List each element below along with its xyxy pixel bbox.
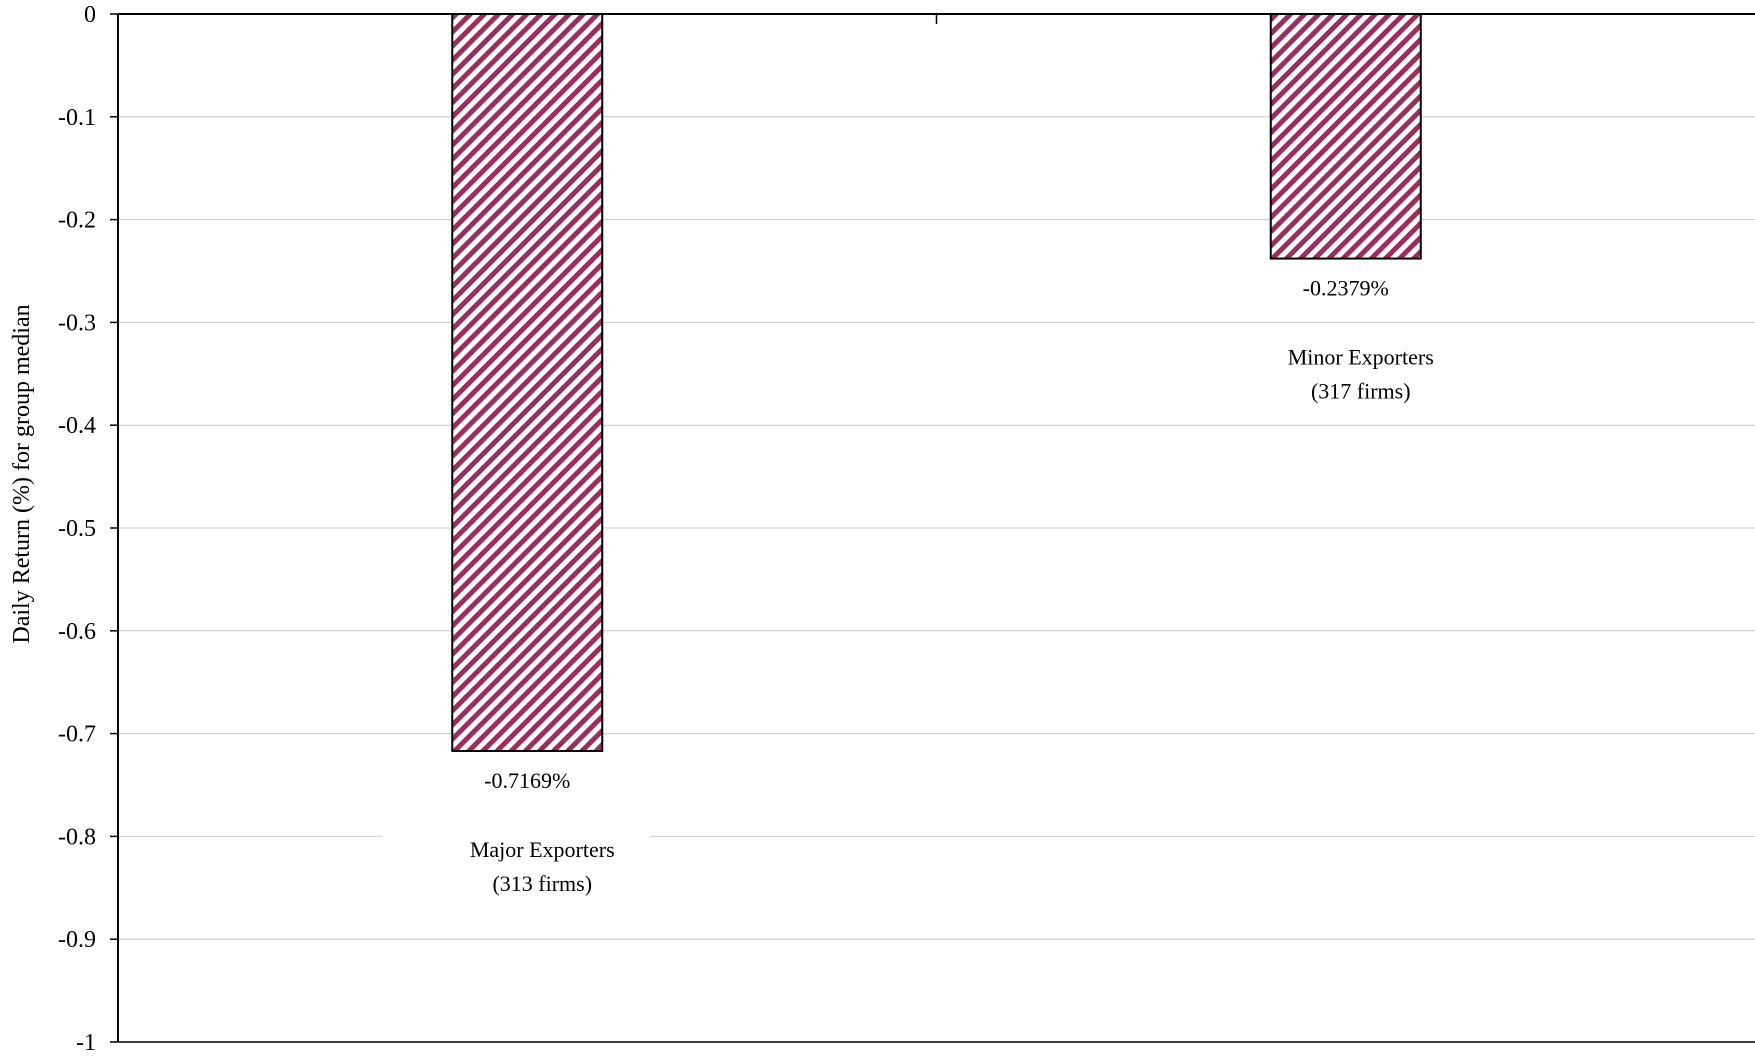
y-tick-label: -0.9 bbox=[58, 927, 96, 953]
category-label: Minor Exporters bbox=[1288, 345, 1434, 370]
y-tick-label: 0 bbox=[84, 2, 96, 28]
category-note: (317 firms) bbox=[1311, 379, 1411, 404]
labels: 0 -0.1 -0.2 -0.3 -0.4 -0.5 -0.6 -0.7 -0.8 -0.9 -1 -… bbox=[58, 2, 1469, 1056]
bar-value-label: -0.2379% bbox=[1303, 276, 1389, 301]
gridlines bbox=[118, 116, 1755, 1043]
y-axis-title: Daily Return (%) for group median bbox=[9, 304, 35, 643]
y-tick-label: -0.3 bbox=[58, 310, 96, 336]
axes bbox=[110, 13, 1755, 1043]
y-tick-label: -0.6 bbox=[58, 619, 96, 645]
category-note: (313 firms) bbox=[492, 871, 592, 896]
category-label-background bbox=[1200, 335, 1469, 404]
bar-2 bbox=[1269, 13, 1422, 260]
y-tick-label: -0.1 bbox=[58, 105, 96, 131]
category-label-background bbox=[382, 827, 651, 896]
y-tick-label: -1 bbox=[76, 1030, 96, 1056]
bar-value-label: -0.7169% bbox=[484, 768, 570, 793]
y-tick-label: -0.2 bbox=[58, 208, 96, 234]
category-label: Major Exporters bbox=[470, 837, 615, 862]
y-tick-label: -0.8 bbox=[58, 824, 96, 850]
y-tick-label: -0.5 bbox=[58, 516, 96, 542]
y-tick-label: -0.7 bbox=[58, 722, 96, 748]
bar-1 bbox=[451, 13, 604, 752]
y-tick-label: -0.4 bbox=[58, 413, 96, 439]
